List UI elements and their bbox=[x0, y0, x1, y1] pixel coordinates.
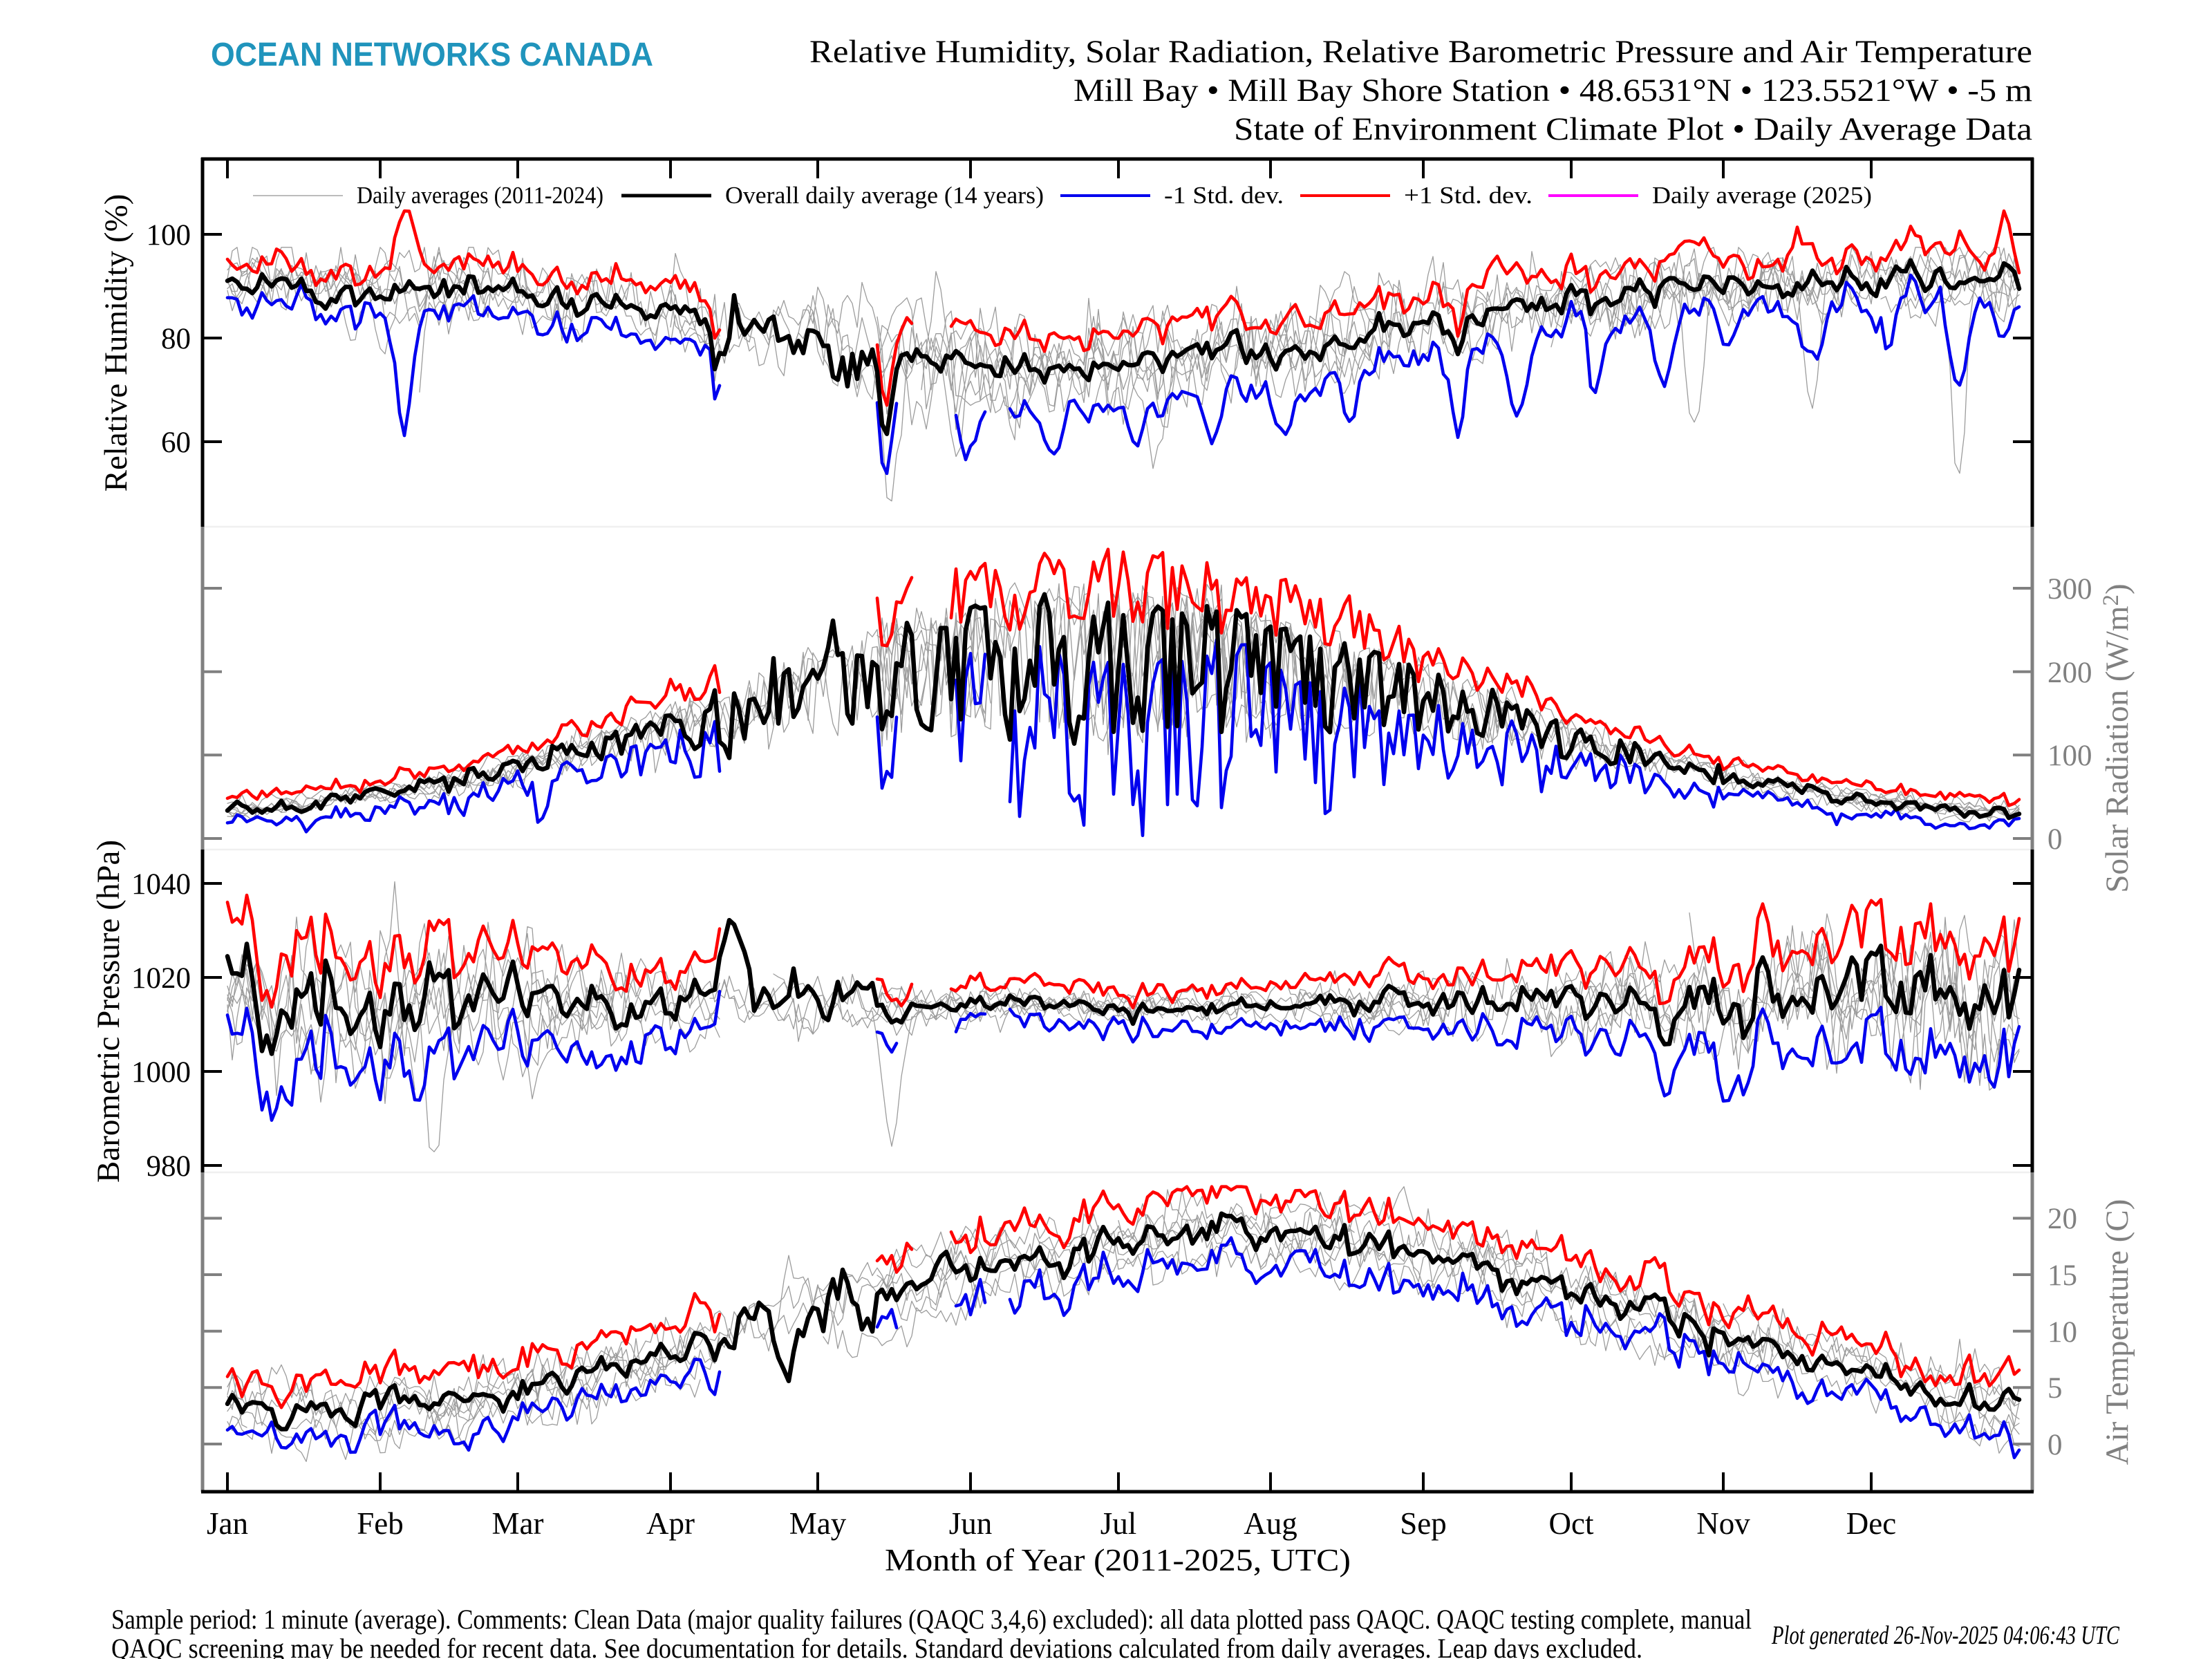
svg-text:1040: 1040 bbox=[131, 868, 191, 901]
svg-text:+1 Std. dev.: +1 Std. dev. bbox=[1404, 182, 1533, 209]
svg-text:1020: 1020 bbox=[131, 962, 191, 995]
svg-text:100: 100 bbox=[147, 219, 191, 252]
svg-text:-1 Std. dev.: -1 Std. dev. bbox=[1164, 182, 1284, 209]
svg-text:Sample period: 1 minute (avera: Sample period: 1 minute (average). Comme… bbox=[111, 1604, 1752, 1635]
svg-text:20: 20 bbox=[2047, 1203, 2077, 1235]
svg-text:Jan: Jan bbox=[207, 1506, 248, 1541]
svg-text:Relative Humidity (%): Relative Humidity (%) bbox=[98, 194, 134, 492]
svg-text:300: 300 bbox=[2047, 573, 2092, 606]
svg-text:Plot generated 26-Nov-2025 04:: Plot generated 26-Nov-2025 04:06:43 UTC bbox=[1771, 1621, 2119, 1650]
svg-text:Apr: Apr bbox=[646, 1506, 695, 1541]
svg-text:Month of Year (2011-2025, UTC): Month of Year (2011-2025, UTC) bbox=[885, 1543, 1351, 1577]
svg-text:60: 60 bbox=[161, 427, 191, 459]
svg-text:Nov: Nov bbox=[1696, 1506, 1750, 1541]
svg-text:Jul: Jul bbox=[1100, 1506, 1137, 1541]
svg-text:0: 0 bbox=[2047, 1429, 2063, 1461]
svg-text:QAQC screening may be needed f: QAQC screening may be needed for recent … bbox=[111, 1633, 1642, 1659]
svg-text:Relative Humidity, Solar Radia: Relative Humidity, Solar Radiation, Rela… bbox=[809, 34, 2032, 70]
svg-text:Barometric Pressure (hPa): Barometric Pressure (hPa) bbox=[91, 840, 126, 1183]
svg-text:Mill Bay • Mill Bay Shore Stat: Mill Bay • Mill Bay Shore Station • 48.6… bbox=[1074, 73, 2032, 109]
svg-text:15: 15 bbox=[2047, 1259, 2077, 1292]
svg-text:Mar: Mar bbox=[492, 1506, 544, 1541]
svg-text:Air Temperature (C): Air Temperature (C) bbox=[2099, 1199, 2135, 1465]
svg-text:10: 10 bbox=[2047, 1316, 2077, 1349]
svg-text:OCEAN NETWORKS CANADA: OCEAN NETWORKS CANADA bbox=[211, 37, 653, 73]
svg-text:200: 200 bbox=[2047, 657, 2092, 689]
svg-text:State of Environment Climate P: State of Environment Climate Plot • Dail… bbox=[1234, 111, 2032, 147]
svg-text:Sep: Sep bbox=[1400, 1506, 1447, 1541]
svg-text:Feb: Feb bbox=[357, 1506, 404, 1541]
svg-text:0: 0 bbox=[2047, 823, 2063, 856]
svg-text:80: 80 bbox=[161, 323, 191, 355]
svg-text:Overall daily average (14 year: Overall daily average (14 years) bbox=[725, 182, 1044, 209]
svg-text:Jun: Jun bbox=[949, 1506, 993, 1541]
svg-text:Solar Radiation (W/m2): Solar Radiation (W/m2) bbox=[2099, 583, 2135, 892]
svg-text:Oct: Oct bbox=[1549, 1506, 1594, 1541]
svg-text:100: 100 bbox=[2047, 740, 2092, 772]
svg-text:1000: 1000 bbox=[131, 1056, 191, 1089]
svg-text:May: May bbox=[789, 1506, 847, 1541]
svg-text:Aug: Aug bbox=[1244, 1506, 1297, 1541]
svg-text:Daily average (2025): Daily average (2025) bbox=[1652, 182, 1872, 209]
svg-text:5: 5 bbox=[2047, 1372, 2063, 1405]
svg-text:Dec: Dec bbox=[1846, 1506, 1896, 1541]
svg-text:Daily averages (2011-2024): Daily averages (2011-2024) bbox=[357, 182, 603, 209]
svg-text:980: 980 bbox=[147, 1150, 191, 1183]
